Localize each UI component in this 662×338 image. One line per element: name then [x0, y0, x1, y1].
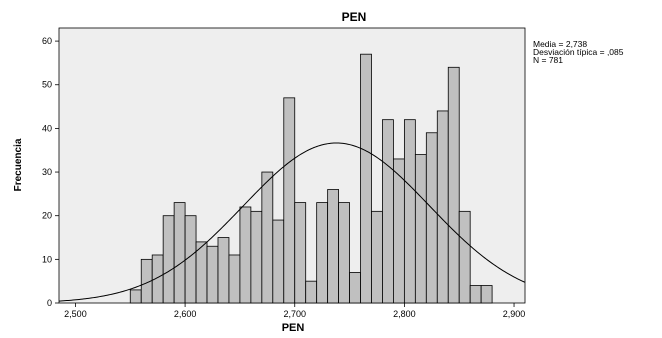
histogram-bar: [327, 189, 340, 304]
histogram-bar: [162, 215, 175, 304]
histogram-bar: [338, 202, 350, 304]
histogram-bar: [261, 171, 274, 304]
histogram-bar: [195, 241, 208, 304]
histogram-bar: [129, 289, 142, 304]
histogram-bar: [173, 202, 186, 304]
histogram-bar: [360, 53, 372, 304]
histogram-bar: [217, 237, 230, 304]
histogram-bar: [469, 285, 482, 304]
chart-title: PEN: [342, 10, 367, 24]
x-tick-label: 2,700: [283, 309, 306, 319]
y-tick-label: 40: [42, 123, 52, 133]
axes-group: 0 10 20 30 40 50 60 2,500 2,600 2,700 2,800 2,900: [42, 36, 525, 319]
histogram-bar: [316, 202, 329, 304]
histogram-bar: [250, 210, 263, 304]
y-tick-label: 30: [42, 167, 52, 177]
bars-group: [129, 53, 493, 304]
x-tick-label: 2,800: [393, 309, 416, 319]
histogram-bar: [403, 119, 416, 304]
histogram-bar: [349, 272, 361, 304]
x-tick-label: 2,500: [64, 309, 87, 319]
x-tick-label: 2,600: [174, 309, 197, 319]
stats-mean: Media = 2,738: [533, 39, 588, 49]
y-tick-label: 60: [42, 36, 52, 46]
histogram-bar: [458, 210, 471, 304]
histogram-bar: [393, 158, 405, 304]
histogram-bar: [371, 210, 383, 304]
stats-sd: Desviación típica = ,085: [533, 47, 624, 57]
normal-curve: [58, 142, 526, 302]
x-tick-label: 2,900: [503, 309, 526, 319]
histogram-bar: [436, 110, 449, 304]
y-tick-label: 10: [42, 254, 52, 264]
histogram-bar: [294, 202, 307, 304]
histogram-bar: [425, 132, 438, 304]
histogram-bar: [447, 66, 460, 304]
histogram-bar: [239, 206, 252, 304]
histogram-bar: [272, 219, 285, 304]
histogram-bar: [228, 254, 241, 304]
stats-n: N = 781: [533, 55, 564, 65]
histogram-bar: [414, 154, 427, 304]
stats-box: Media = 2,738 Desviación típica = ,085 N…: [533, 39, 624, 65]
histogram-bar: [305, 280, 318, 304]
y-tick-label: 20: [42, 211, 52, 221]
histogram-bar: [480, 285, 493, 304]
y-tick-label: 50: [42, 80, 52, 90]
histogram-bar: [382, 119, 394, 304]
y-axis-label: Frecuencia: [13, 138, 24, 191]
histogram-bar: [206, 245, 219, 304]
histogram-bar: [283, 97, 296, 304]
x-axis-label: PEN: [282, 322, 305, 333]
y-tick-label: 0: [47, 298, 52, 308]
